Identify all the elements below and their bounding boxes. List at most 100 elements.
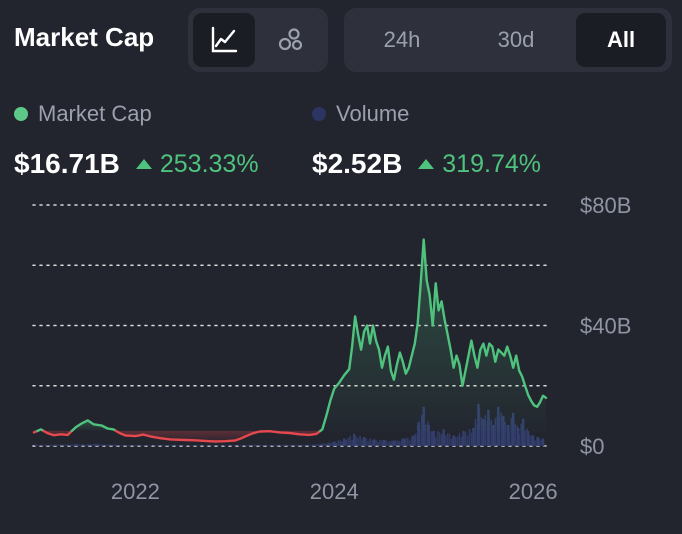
volume-bar <box>462 432 465 446</box>
line-chart-button[interactable] <box>193 13 255 67</box>
volume-bar <box>152 445 155 446</box>
volume-bar <box>291 444 294 446</box>
bubble-chart-button[interactable] <box>260 13 322 67</box>
legend-volume[interactable]: Volume <box>312 101 409 126</box>
volume-bar <box>108 444 111 446</box>
volume-bar <box>490 420 493 446</box>
volume-bar <box>47 444 49 446</box>
volume-bar <box>407 437 409 446</box>
volume-bar <box>343 438 345 446</box>
volume-bar <box>245 445 248 446</box>
volume-bar <box>365 437 367 446</box>
range-24h-button[interactable]: 24h <box>383 27 421 52</box>
volume-bar <box>68 444 71 446</box>
triangle-up-icon <box>135 159 152 169</box>
volume-bar <box>55 444 57 446</box>
volume-bar <box>265 444 268 446</box>
volume-bar <box>464 431 467 446</box>
volume-bar <box>70 444 73 446</box>
volume-bar <box>416 424 419 446</box>
volume-bar <box>257 445 260 446</box>
volume-bar <box>98 444 101 446</box>
volume-bar <box>502 426 505 446</box>
range-all-button[interactable]: All <box>576 13 666 67</box>
volume-bar <box>532 435 534 446</box>
volume-bar <box>130 445 133 446</box>
volume-bar <box>526 428 528 446</box>
volume-bar <box>321 443 324 446</box>
volume-bar <box>538 438 540 446</box>
volume-bar <box>510 417 513 446</box>
volume-bar <box>309 445 312 446</box>
volume-bar <box>224 445 226 446</box>
volume-bar <box>267 445 270 446</box>
volume-bar <box>317 443 320 446</box>
volume-bar <box>124 444 127 446</box>
volume-bar <box>424 424 427 446</box>
volume-bar <box>379 440 381 446</box>
volume-bar <box>230 445 232 446</box>
volume-bar <box>498 417 501 446</box>
volume-bar <box>494 418 497 446</box>
volume-bar <box>51 444 53 446</box>
volume-bar <box>176 445 178 446</box>
volume-bar <box>49 444 51 446</box>
volume-bar <box>363 437 365 446</box>
volume-bar <box>458 432 461 446</box>
volume-bar <box>148 445 151 446</box>
volume-bar <box>154 445 157 446</box>
volume-dot-icon <box>312 107 326 121</box>
x-tick-label: 2022 <box>111 479 160 504</box>
volume-bar <box>259 444 262 446</box>
volume-bar <box>492 433 495 446</box>
volume-bar <box>482 426 485 446</box>
volume-bar <box>142 445 145 446</box>
market-cap-chart[interactable]: $0 $40B $80B 2022 2024 2026 <box>0 188 682 534</box>
volume-bar <box>472 430 475 446</box>
volume-bar <box>339 440 342 446</box>
volume-bar <box>327 442 330 446</box>
volume-bar <box>178 445 180 446</box>
volume-bar <box>325 443 328 446</box>
volume-bar <box>61 444 63 446</box>
volume-bar <box>174 445 176 446</box>
volume-bar <box>158 445 161 446</box>
x-tick-label: 2026 <box>509 479 558 504</box>
volume-bar <box>94 444 97 446</box>
y-tick-label: $80B <box>580 193 631 218</box>
volume-bar <box>512 420 515 446</box>
volume-bar <box>542 438 544 446</box>
volume-bar <box>442 429 445 446</box>
volume-bar <box>516 427 520 446</box>
volume-bar <box>78 444 81 446</box>
time-range-toggle: 24h 30d All <box>344 8 672 72</box>
volume-bar <box>186 445 188 446</box>
volume-bar <box>116 445 119 446</box>
volume-bar <box>136 445 139 446</box>
volume-bar <box>198 445 200 446</box>
volume-bar <box>66 444 69 446</box>
volume-bar <box>96 444 99 446</box>
volume-bar <box>218 445 220 446</box>
volume-bar <box>397 440 399 446</box>
volume-bar <box>120 445 123 446</box>
volume-bar <box>150 445 153 446</box>
volume-bar <box>110 445 113 446</box>
volume-bar <box>311 444 314 446</box>
range-30d-button[interactable]: 30d <box>497 27 535 52</box>
volume-bar <box>393 442 395 446</box>
volume-bar <box>196 445 198 446</box>
volume-bar <box>299 445 302 446</box>
volume-bar <box>222 445 224 446</box>
volume-bar <box>389 441 391 446</box>
legend-market-cap[interactable]: Market Cap <box>14 101 152 126</box>
volume-bar <box>41 444 43 446</box>
volume-bar <box>504 421 507 446</box>
volume-bar <box>208 445 210 446</box>
volume-bar <box>166 445 169 446</box>
volume-bar <box>90 444 93 446</box>
market-cap-line-up <box>319 238 548 433</box>
volume-bar <box>63 444 65 446</box>
volume-bar <box>281 444 284 446</box>
volume-bar <box>460 436 463 446</box>
